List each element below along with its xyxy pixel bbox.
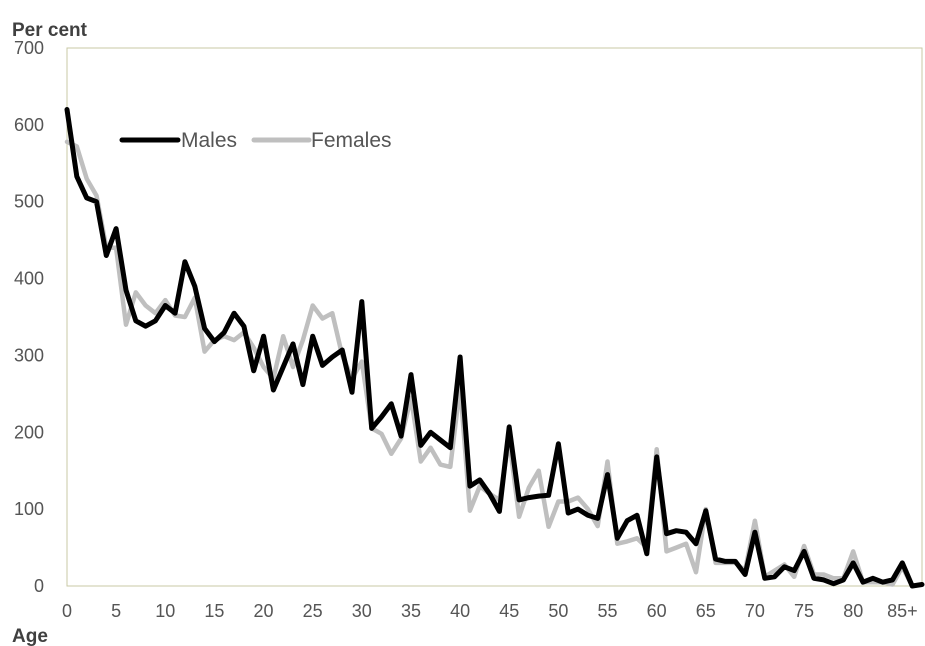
x-tick-label: 0 [62, 601, 72, 621]
x-tick-label: 30 [352, 601, 372, 621]
x-tick-label: 15 [204, 601, 224, 621]
series-line-females [64, 139, 925, 589]
x-tick-label: 40 [450, 601, 470, 621]
legend: Males Females [119, 129, 392, 152]
x-tick-label: 5 [111, 601, 121, 621]
x-tick-label: 35 [401, 601, 421, 621]
y-tick-label: 500 [14, 192, 44, 212]
series-line-males [64, 107, 925, 589]
y-axis-title: Per cent [12, 20, 88, 41]
x-tick-label: 65 [696, 601, 716, 621]
x-tick-label: 60 [647, 601, 667, 621]
y-tick-label: 400 [14, 269, 44, 289]
x-tick-label: 45 [499, 601, 519, 621]
y-tick-label: 0 [34, 576, 44, 596]
x-tick-label: 50 [548, 601, 568, 621]
x-tick-label: 55 [598, 601, 618, 621]
y-tick-label: 600 [14, 115, 44, 135]
series-lines [64, 107, 925, 589]
y-tick-label: 200 [14, 422, 44, 442]
y-tick-label: 100 [14, 499, 44, 519]
legend-label-males: Males [181, 129, 237, 152]
x-tick-label: 10 [155, 601, 175, 621]
legend-label-females: Females [311, 129, 392, 152]
y-tick-label: 700 [14, 38, 44, 58]
x-tick-label: 75 [794, 601, 814, 621]
x-tick-label: 70 [745, 601, 765, 621]
x-tick-label: 25 [303, 601, 323, 621]
y-tick-label: 300 [14, 345, 44, 365]
x-tick-label: 20 [254, 601, 274, 621]
y-axis-ticks: 0 100 200 300 400 500 600 700 [14, 38, 44, 596]
x-axis-ticks: 0 5 10 15 20 25 30 35 40 45 50 55 60 65 70 75 80 85+ [62, 601, 918, 621]
plot-area-border [66, 47, 923, 587]
x-tick-label: 85+ [887, 601, 918, 621]
x-axis-title: Age [12, 626, 48, 646]
x-tick-label: 80 [843, 601, 863, 621]
